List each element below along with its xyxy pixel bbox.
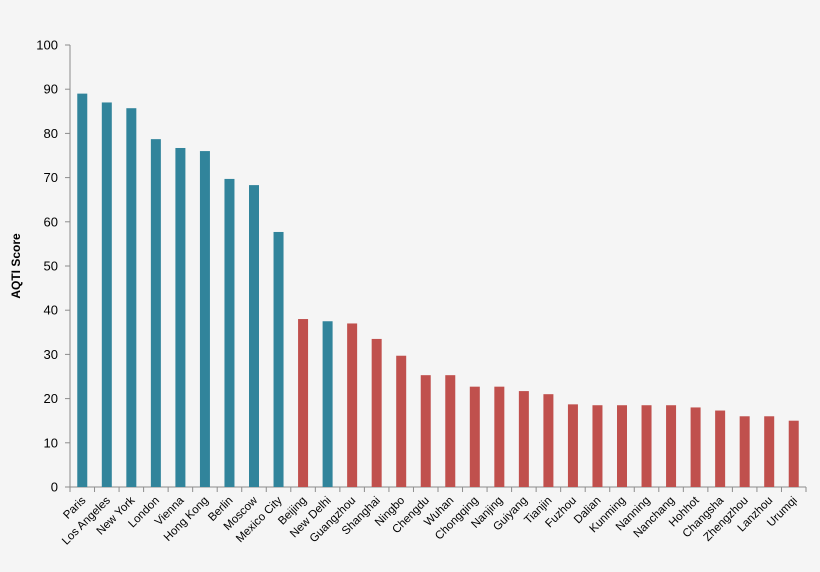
y-tick-label: 90 [44, 82, 58, 97]
bar [543, 394, 554, 487]
y-tick-label: 100 [36, 38, 58, 53]
bar [592, 405, 603, 487]
y-tick-label: 60 [44, 214, 58, 229]
y-tick-label: 30 [44, 347, 58, 362]
bar [788, 420, 799, 487]
bar [715, 410, 726, 487]
bar [175, 147, 186, 487]
bars [77, 93, 799, 488]
bar [126, 108, 137, 488]
y-tick-label: 80 [44, 126, 58, 141]
y-axis-title: AQTI Score [9, 233, 23, 299]
bar [764, 416, 775, 487]
x-axis [69, 486, 807, 492]
bar [469, 386, 480, 487]
bar [739, 416, 750, 487]
bar [371, 338, 382, 487]
bar [617, 405, 627, 487]
bar [199, 151, 210, 487]
y-tick-label: 70 [44, 170, 58, 185]
bar [445, 375, 456, 487]
y-tick-label: 40 [44, 303, 58, 318]
bar [150, 139, 161, 487]
bar [249, 185, 259, 487]
y-tick-label: 50 [44, 259, 58, 274]
bar [298, 319, 309, 487]
y-tick-label: 10 [44, 435, 58, 450]
bar [567, 404, 578, 487]
bar [690, 407, 701, 487]
bar [224, 178, 235, 487]
bar [396, 355, 407, 487]
bar [347, 323, 358, 487]
bar [494, 386, 505, 487]
bar [666, 405, 677, 487]
bar [77, 93, 88, 488]
y-axis: 0 10 20 30 40 50 60 70 80 90 100 [36, 38, 71, 495]
bar [322, 321, 333, 487]
y-tick-label: 20 [44, 391, 58, 406]
bar [420, 375, 431, 487]
bar [518, 391, 529, 487]
bar [273, 231, 284, 487]
bar [101, 102, 112, 488]
y-tick-label: 0 [51, 480, 58, 495]
bar [641, 405, 652, 487]
